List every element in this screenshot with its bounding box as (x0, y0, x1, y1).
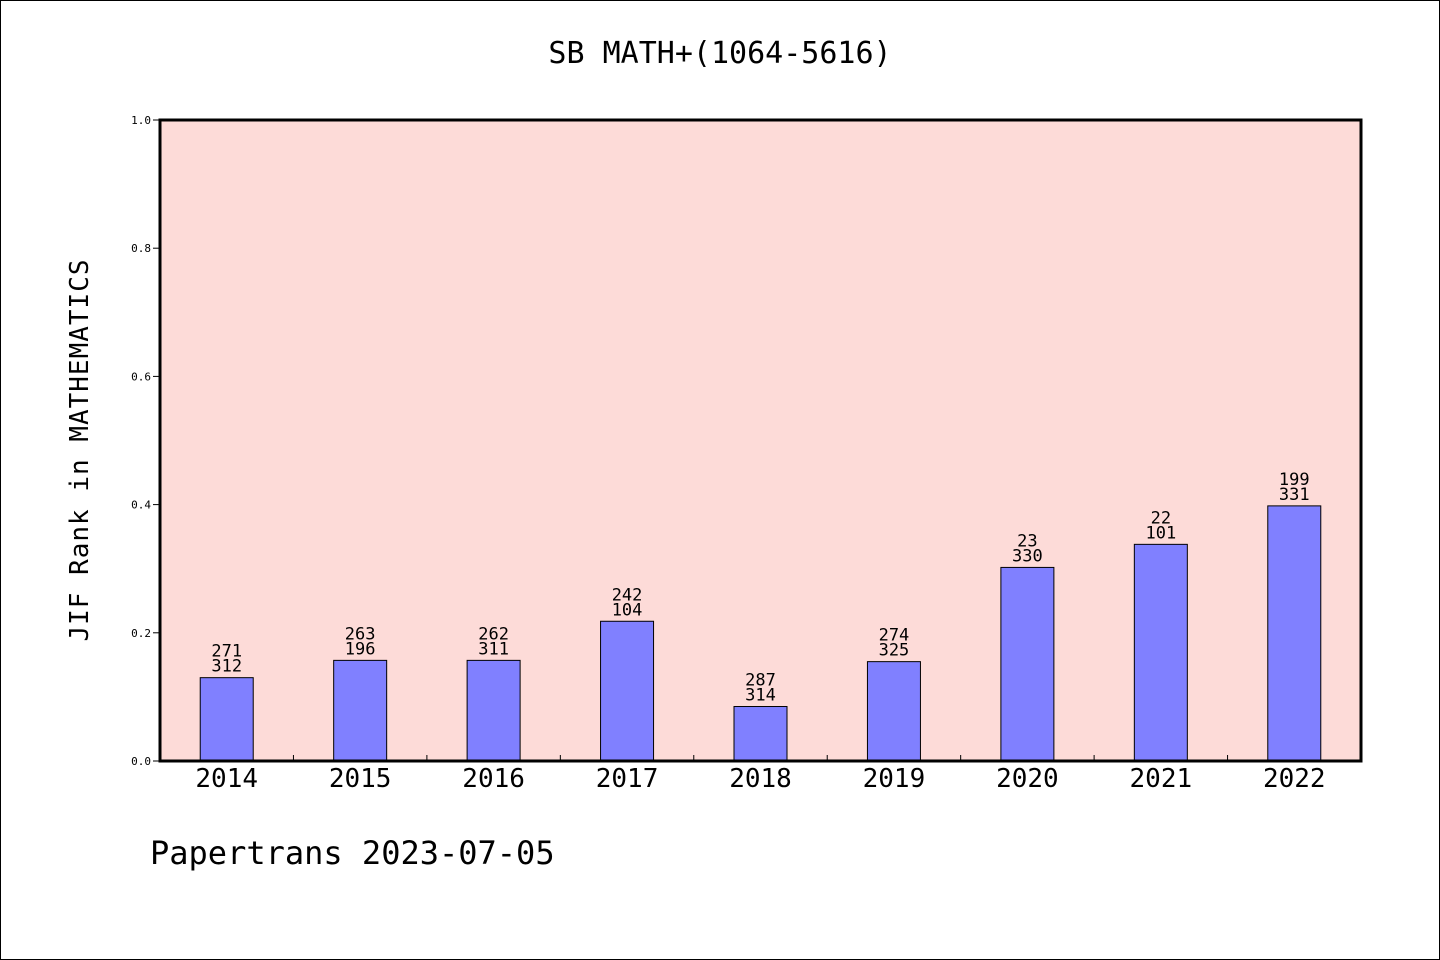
bar-label-top: 242 (612, 585, 643, 605)
y-tick-label: 0.4 (131, 499, 151, 512)
bar-label-bottom: 311 (478, 639, 509, 659)
chart-title: SB MATH+(1064-5616) (548, 36, 892, 71)
bar (866, 661, 921, 762)
bar-label-top: 287 (745, 671, 776, 691)
y-axis-ticks: 0.0 0.2 0.4 0.6 0.8 1.0 (131, 114, 160, 768)
bar (199, 677, 254, 762)
footer-credit: Papertrans 2023-07-05 (150, 834, 555, 872)
bar-label-bottom: 330 (1012, 546, 1043, 566)
y-tick-label: 0.6 (131, 370, 151, 383)
y-tick-label: 0.2 (131, 627, 151, 640)
bar (333, 659, 388, 762)
x-tick-label: 2017 (596, 764, 659, 794)
bar-label-bottom: 314 (745, 686, 776, 706)
x-tick-label: 2018 (729, 764, 792, 794)
y-tick-label: 0.0 (131, 755, 151, 768)
plot-border (158, 118, 1363, 763)
bar (733, 706, 788, 762)
bar (600, 620, 655, 762)
bar (466, 659, 521, 762)
bar-label-bottom: 325 (879, 641, 910, 661)
bar-label-top: 271 (211, 642, 242, 662)
x-tick-label: 2014 (195, 764, 258, 794)
bar-label-bottom: 104 (612, 600, 643, 620)
x-tick-label: 2015 (329, 764, 392, 794)
x-tick-label: 2019 (863, 764, 926, 794)
bar-label-bottom: 101 (1145, 523, 1176, 543)
x-tick-label: 2016 (462, 764, 525, 794)
bar-label-top: 22 (1151, 508, 1171, 528)
x-axis-ticks: 2014 2015 2016 2017 2018 2019 2020 2021 2022 (195, 755, 1326, 794)
x-tick-label: 2020 (996, 764, 1059, 794)
bar-label-top: 199 (1279, 470, 1310, 490)
bar-label-top: 263 (345, 624, 376, 644)
x-tick-label: 2022 (1263, 764, 1326, 794)
bar (1267, 505, 1322, 762)
bar-label-top: 274 (879, 626, 910, 646)
bar-label-top: 262 (478, 624, 509, 644)
bar (1000, 566, 1055, 762)
y-tick-label: 1.0 (131, 114, 151, 127)
bar-label-bottom: 331 (1279, 485, 1310, 505)
y-tick-label: 0.8 (131, 242, 151, 255)
bar-label-top: 23 (1017, 531, 1037, 551)
bar (1133, 543, 1188, 762)
x-tick-label: 2021 (1130, 764, 1193, 794)
bar-label-bottom: 196 (345, 639, 376, 659)
bar-label-bottom: 312 (211, 657, 242, 677)
bars: 2713122631962623112421042873142743252333… (199, 470, 1322, 762)
